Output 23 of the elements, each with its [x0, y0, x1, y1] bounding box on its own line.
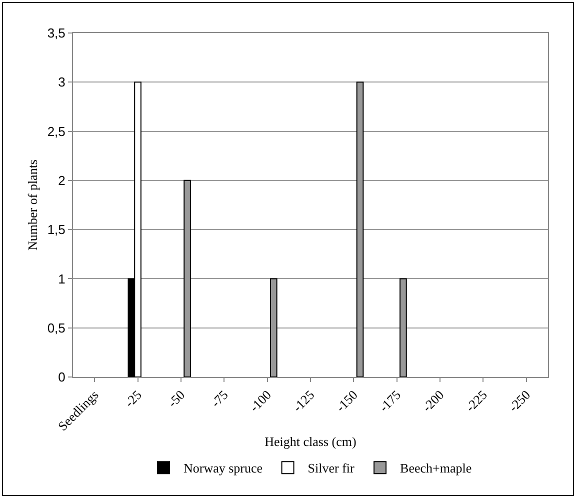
x-tick-label: -225	[462, 387, 490, 415]
y-tick-label: 0,5	[47, 320, 66, 336]
x-axis-title: Height class (cm)	[264, 434, 356, 450]
y-axis-title: Number of plants	[25, 160, 40, 250]
y-tick-label: 0	[58, 370, 66, 385]
y-tick-label: 1,5	[47, 222, 66, 238]
y-tick-label: 3,5	[47, 26, 66, 41]
x-tick-label: -100	[246, 387, 274, 415]
x-tick-label: -150	[332, 387, 360, 415]
legend-label: Silver fir	[308, 460, 356, 476]
y-tick-label: 2,5	[47, 124, 66, 139]
y-tick-label: 1	[58, 271, 66, 286]
x-tick-label: -250	[506, 387, 534, 415]
x-tick-label: -25	[122, 387, 144, 410]
y-tick-label: 2	[58, 172, 66, 188]
x-tick-label: -125	[290, 387, 318, 415]
legend-label: Beech+maple	[400, 460, 472, 476]
x-tick-label: -75	[208, 387, 231, 410]
x-tick-label: -200	[419, 387, 447, 415]
x-tick-label: -50	[164, 387, 188, 410]
y-tick-label: 3	[58, 74, 66, 90]
legend-label: Norway spruce	[184, 460, 263, 476]
x-tick-label: -175	[376, 387, 404, 415]
